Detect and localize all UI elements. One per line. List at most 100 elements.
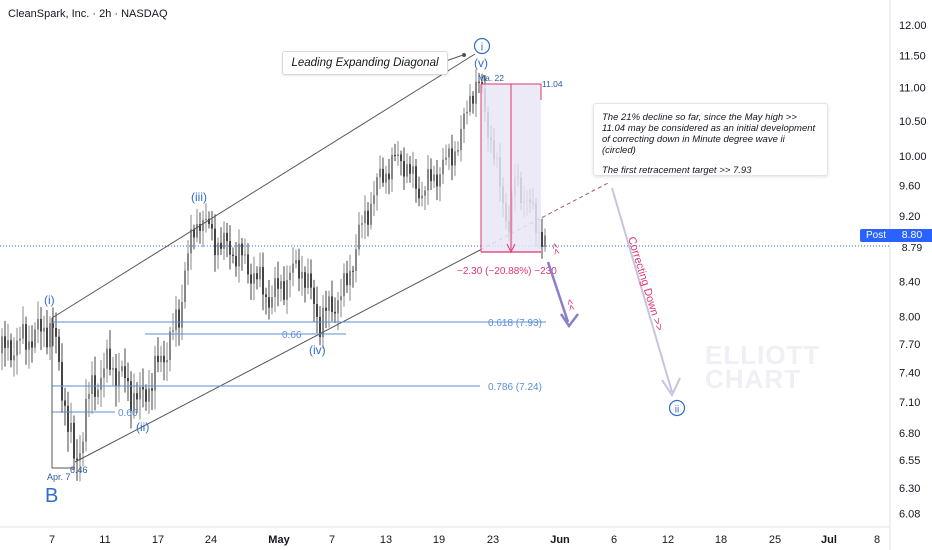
candle-body — [172, 330, 174, 332]
price-tick-label: 7.70 — [899, 339, 920, 351]
time-axis[interactable]: 7 11 17 24 May 7 13 19 23 Jun 6 12 18 25 Jul 8 — [0, 526, 890, 546]
candle-body — [4, 336, 6, 348]
candle-body — [10, 340, 12, 361]
candle-body — [418, 188, 420, 199]
candle-body — [73, 422, 75, 459]
candle-body — [169, 331, 171, 360]
candle-body — [145, 389, 147, 402]
candle-body — [229, 241, 231, 255]
time-tick-label: 12 — [662, 534, 674, 546]
candle-body — [103, 368, 105, 378]
candle-body — [196, 223, 198, 238]
candle-body — [208, 218, 210, 224]
time-tick-label: 11 — [99, 534, 110, 546]
decline-label: −2.30 (−20.88%) −230 — [457, 266, 557, 277]
candle-body — [190, 229, 192, 254]
time-tick-label: 24 — [205, 534, 217, 546]
candle-body — [157, 355, 159, 363]
candle-body — [346, 273, 348, 286]
wave-i-circle — [473, 37, 491, 55]
note-box: The 21% decline so far, since the May hi… — [593, 103, 828, 176]
candle-body — [82, 441, 84, 454]
candle-body — [235, 255, 237, 267]
wave-ii-circle — [668, 399, 686, 417]
candle-body — [76, 458, 78, 461]
candle-body — [232, 254, 234, 256]
price-tick-label: 9.20 — [899, 211, 920, 223]
price-tick-label: 11.50 — [899, 51, 926, 63]
candle-body — [28, 341, 30, 350]
candle-body — [451, 148, 453, 166]
candle-body — [202, 219, 204, 231]
candle-body — [151, 388, 153, 391]
candle-body — [469, 95, 471, 112]
price-tick-label: 10.50 — [899, 116, 927, 128]
candle-body — [454, 151, 456, 166]
candle-body — [319, 316, 321, 338]
fib-066-label-a: 0.66 — [282, 330, 302, 341]
candle-body — [220, 242, 222, 249]
price-tick-label: 7.10 — [899, 397, 920, 409]
candle-body — [166, 359, 168, 363]
candle-body — [301, 272, 303, 279]
symbol-title[interactable]: CleanSpark, Inc. · 2h · NASDAQ — [8, 8, 168, 20]
candle-body — [421, 195, 423, 199]
candle-body — [121, 366, 123, 372]
candle-body — [58, 336, 60, 362]
candle-body — [61, 361, 63, 401]
wave-iv-label: (iv) — [309, 343, 326, 357]
time-tick-label: 6 — [611, 534, 617, 546]
wave-ii-circle-label: ii — [675, 405, 679, 416]
wave-i-label: (i) — [44, 293, 55, 307]
candle-body — [448, 148, 450, 158]
candle-body — [427, 169, 429, 191]
candle-body — [436, 174, 438, 187]
candle-body — [136, 393, 138, 400]
candle-body — [49, 323, 51, 348]
price-axis[interactable]: 12.0011.5011.0010.5010.009.609.208.808.4… — [889, 0, 927, 550]
candle-body — [127, 378, 129, 382]
candle-body — [544, 235, 546, 247]
candle-body — [358, 224, 360, 250]
last-price-tag: 8.79 — [892, 242, 932, 255]
long-arrow-shaft — [611, 187, 673, 393]
candle-body — [409, 164, 411, 174]
candle-body — [97, 389, 99, 397]
candle-body — [262, 267, 264, 295]
price-tick-label: 8.40 — [899, 276, 920, 288]
candle-body — [397, 154, 399, 156]
candle-body — [415, 166, 417, 189]
candle-body — [394, 155, 396, 157]
candle-body — [391, 155, 393, 180]
candle-body — [112, 368, 114, 370]
time-tick-label: Jul — [821, 534, 837, 546]
time-tick-label: 7 — [49, 534, 55, 546]
time-tick-label: 7 — [329, 534, 335, 546]
candle-body — [412, 166, 414, 174]
label-pointer-dot — [462, 53, 466, 57]
candle-body — [241, 243, 243, 256]
candle-body — [268, 297, 270, 308]
candle-body — [88, 394, 90, 399]
candle-body — [244, 254, 246, 256]
candle-body — [184, 270, 186, 303]
candle-body — [367, 210, 369, 225]
short-arrow-head — [559, 313, 579, 329]
candle-body — [85, 398, 87, 442]
candle-body — [403, 161, 405, 177]
price-tick-label: 6.30 — [899, 483, 920, 495]
candle-body — [361, 223, 363, 225]
candle-body — [280, 281, 282, 289]
candle-body — [325, 307, 327, 311]
candle-body — [289, 272, 291, 281]
price-tick-label: 6.55 — [899, 455, 920, 467]
high-label: 11.04 — [542, 79, 563, 89]
candle-body — [457, 150, 459, 152]
long-arrow-head — [661, 377, 681, 398]
chevrons-1: << — [548, 242, 562, 256]
price-tick-label: 12.00 — [899, 20, 927, 32]
candle-body — [445, 157, 447, 160]
candle-body — [52, 323, 54, 329]
candle-body — [271, 297, 273, 308]
